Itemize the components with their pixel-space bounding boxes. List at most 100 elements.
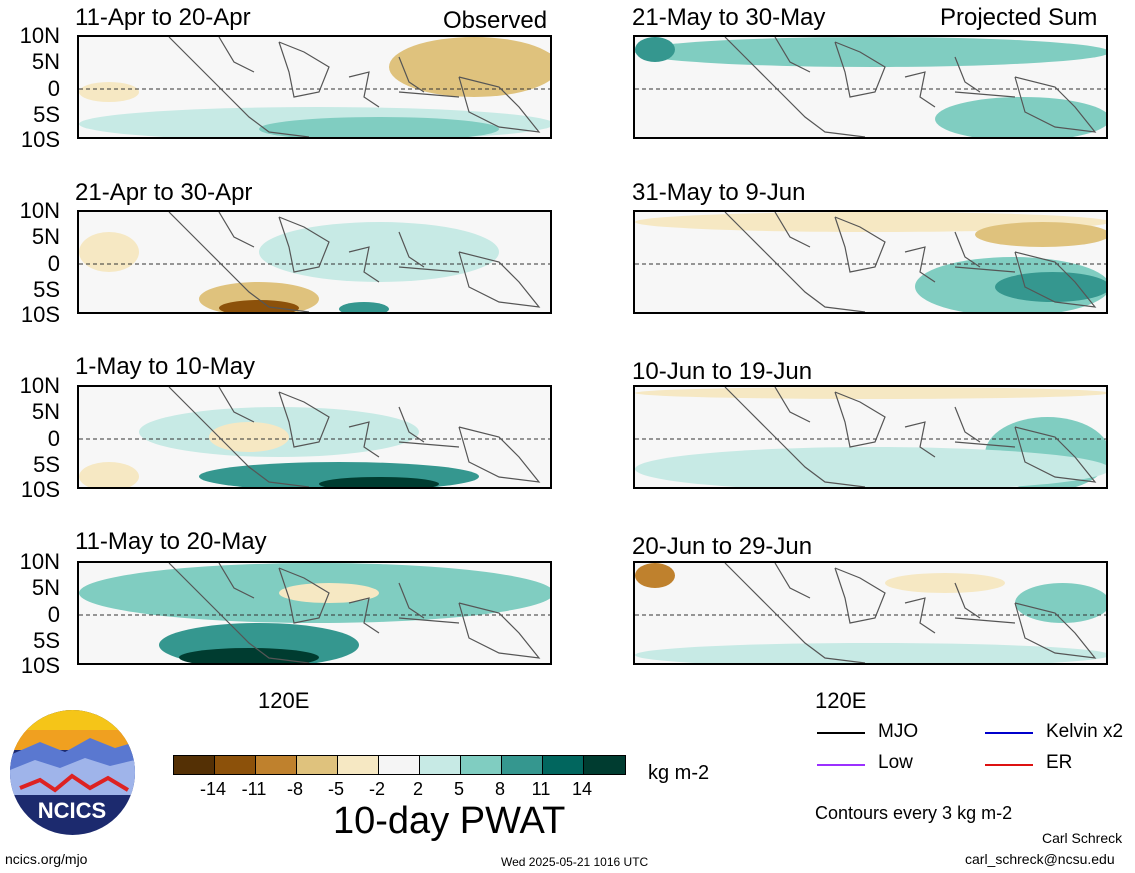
colorbar-swatch <box>379 756 420 774</box>
colorbar-swatch <box>256 756 297 774</box>
legend-label-er: ER <box>1046 752 1073 773</box>
colorbar-tick: -11 <box>241 779 267 799</box>
lon-label-left: 120E <box>258 688 310 713</box>
pwat-anomaly-region <box>259 117 499 137</box>
colorbar-tick: 11 <box>531 779 551 799</box>
logo-text: NCICS <box>38 798 106 823</box>
pwat-anomaly-region <box>339 302 389 312</box>
pwat-field <box>635 212 1106 312</box>
pwat-anomaly-region <box>635 37 1106 67</box>
colorbar-swatch <box>543 756 584 774</box>
pwat-anomaly-region <box>79 462 139 487</box>
map-panel-obs-4 <box>77 561 552 665</box>
map-panel-proj-2 <box>633 210 1108 314</box>
pwat-anomaly-region <box>975 222 1106 247</box>
lon-label-right: 120E <box>815 688 867 713</box>
panel-title-proj-4: 20-Jun to 29-Jun <box>632 533 813 560</box>
legend-line-kelvin <box>985 732 1033 734</box>
author-email[interactable]: carl_schreck@ncsu.edu <box>965 851 1115 867</box>
colorbar <box>173 755 626 775</box>
map-panel-proj-3 <box>633 385 1108 489</box>
pwat-anomaly-region <box>389 37 550 97</box>
coastline <box>168 563 541 663</box>
pwat-field <box>635 387 1106 487</box>
colorbar-tick: -5 <box>327 779 344 799</box>
pwat-anomaly-region <box>935 97 1106 137</box>
colorbar-swatch <box>215 756 256 774</box>
map-panel-obs-2 <box>77 210 552 314</box>
lat-label: 10N <box>19 373 60 398</box>
legend-label-low: Low <box>878 752 913 773</box>
pwat-anomaly-region <box>319 477 439 487</box>
pwat-anomaly-region <box>885 573 1005 593</box>
panel-title-obs-4: 11-May to 20-May <box>75 528 267 555</box>
colorbar-swatch <box>502 756 543 774</box>
colorbar-title: 10-day PWAT <box>333 800 566 842</box>
colorbar-tick: 14 <box>571 779 593 799</box>
colorbar-tick: -14 <box>199 779 226 799</box>
coastline <box>168 387 541 487</box>
pwat-anomaly-region <box>635 563 675 588</box>
panel-title-proj-2: 31-May to 9-Jun <box>632 179 806 206</box>
lat-label: 5S <box>33 452 60 477</box>
lat-label: 10S <box>20 302 60 327</box>
legend-label-mjo: MJO <box>878 721 919 742</box>
coastline <box>168 37 541 137</box>
pwat-field <box>635 563 1106 663</box>
map-panel-obs-1 <box>77 35 552 139</box>
lat-label: 5N <box>31 399 60 424</box>
lat-label: 10N <box>19 198 60 223</box>
map-panel-proj-4 <box>633 561 1108 665</box>
panel-title-obs-2: 21-Apr to 30-Apr <box>75 179 253 206</box>
lat-label: 5S <box>33 102 60 127</box>
lat-label: 5N <box>31 49 60 74</box>
pwat-field <box>79 387 550 487</box>
colorbar-tick: -8 <box>286 779 303 799</box>
colorbar-tick: -2 <box>368 779 385 799</box>
coastline <box>168 212 541 312</box>
pwat-anomaly-region <box>635 387 1106 399</box>
lat-label: 0 <box>47 251 60 276</box>
lat-label: 10S <box>20 127 60 152</box>
lat-label: 0 <box>47 76 60 101</box>
pwat-field <box>79 212 550 312</box>
map-panel-obs-3 <box>77 385 552 489</box>
timestamp: Wed 2025-05-21 1016 UTC <box>501 855 649 869</box>
author-name: Carl Schreck <box>1042 830 1123 846</box>
panel-title-proj-3: 10-Jun to 19-Jun <box>632 358 813 385</box>
pwat-anomaly-region <box>79 232 139 272</box>
pwat-anomaly-region <box>79 82 139 102</box>
pwat-anomaly-region <box>635 643 1106 663</box>
legend-label-kelvin: Kelvin x2 <box>1046 721 1124 742</box>
pwat-anomaly-region <box>259 222 499 282</box>
coastline <box>724 212 1097 312</box>
pwat-anomaly-region <box>179 648 319 663</box>
lat-label: 10N <box>19 549 60 574</box>
lat-label: 0 <box>47 426 60 451</box>
map-panel-proj-1 <box>633 35 1108 139</box>
lat-label: 10S <box>20 653 60 678</box>
pwat-field <box>635 37 1106 137</box>
legend-line-er <box>985 764 1033 766</box>
lat-label: 10S <box>20 477 60 502</box>
pwat-anomaly-region <box>635 212 1106 232</box>
panel-title-obs-3: 1-May to 10-May <box>75 353 256 380</box>
colorbar-tick: 8 <box>494 779 505 799</box>
site-link[interactable]: ncics.org/mjo <box>5 851 88 867</box>
panel-title-obs-1: 11-Apr to 20-Apr <box>75 4 251 31</box>
lat-label: 5N <box>31 224 60 249</box>
pwat-anomaly-region <box>1015 583 1106 623</box>
projected-header: Projected Sum <box>940 4 1098 31</box>
lat-label: 0 <box>47 602 60 627</box>
coastline <box>724 387 1097 487</box>
lat-label: 5S <box>33 277 60 302</box>
colorbar-swatch <box>420 756 461 774</box>
coastline <box>724 37 1097 137</box>
pwat-field <box>79 563 550 663</box>
lat-label: 5S <box>33 628 60 653</box>
pwat-anomaly-region <box>219 300 299 312</box>
colorbar-swatch <box>584 756 625 774</box>
pwat-anomaly-region <box>209 422 289 452</box>
observed-header: Observed <box>443 7 548 34</box>
colorbar-tick: 5 <box>453 779 464 799</box>
